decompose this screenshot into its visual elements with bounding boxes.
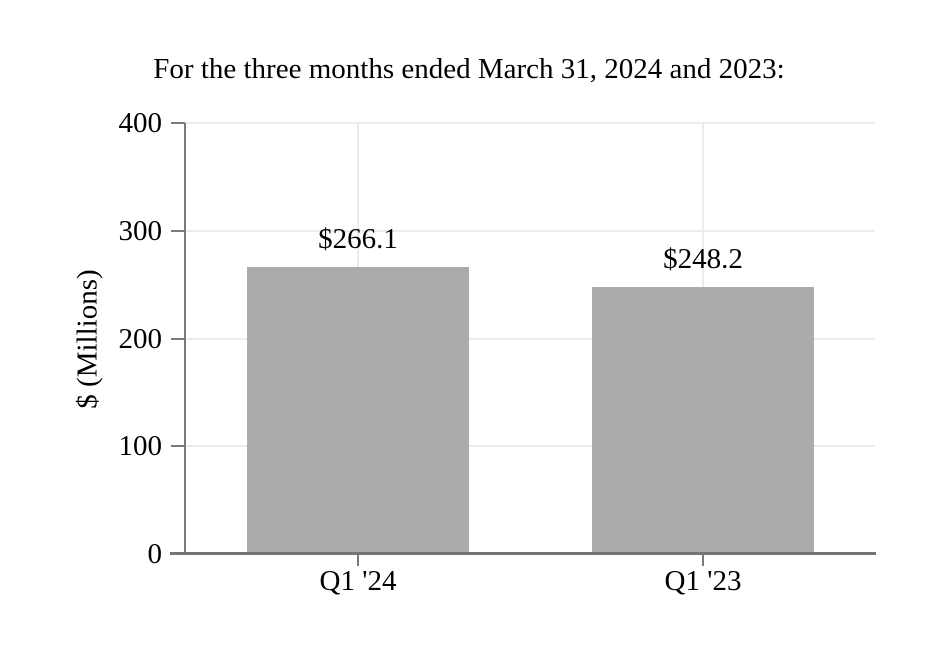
y-tick-label: 0 xyxy=(147,538,163,570)
horizontal-gridline xyxy=(185,229,875,232)
y-axis-tick xyxy=(171,122,185,124)
y-tick-label: 300 xyxy=(118,214,163,247)
horizontal-gridline xyxy=(185,337,875,340)
bar xyxy=(247,267,469,553)
x-category-label: Q1 '24 xyxy=(319,565,397,597)
y-axis-tick xyxy=(171,445,185,448)
bar xyxy=(592,286,814,553)
y-axis-line xyxy=(184,123,186,554)
y-tick-label: 400 xyxy=(118,107,163,139)
y-tick-label: 200 xyxy=(118,322,163,355)
x-axis-line xyxy=(170,552,876,555)
horizontal-gridline xyxy=(185,445,875,448)
x-category-label: Q1 '23 xyxy=(664,565,742,597)
chart-title: For the three months ended March 31, 202… xyxy=(153,53,785,85)
x-axis-tick xyxy=(701,555,704,566)
horizontal-gridline xyxy=(185,122,875,124)
y-axis-tick xyxy=(171,229,185,232)
y-tick-label: 100 xyxy=(118,430,163,463)
bar-value-label: $248.2 xyxy=(663,242,743,275)
bar-value-label: $266.1 xyxy=(318,223,398,256)
y-axis-tick xyxy=(171,337,185,340)
x-axis-tick xyxy=(356,555,359,566)
